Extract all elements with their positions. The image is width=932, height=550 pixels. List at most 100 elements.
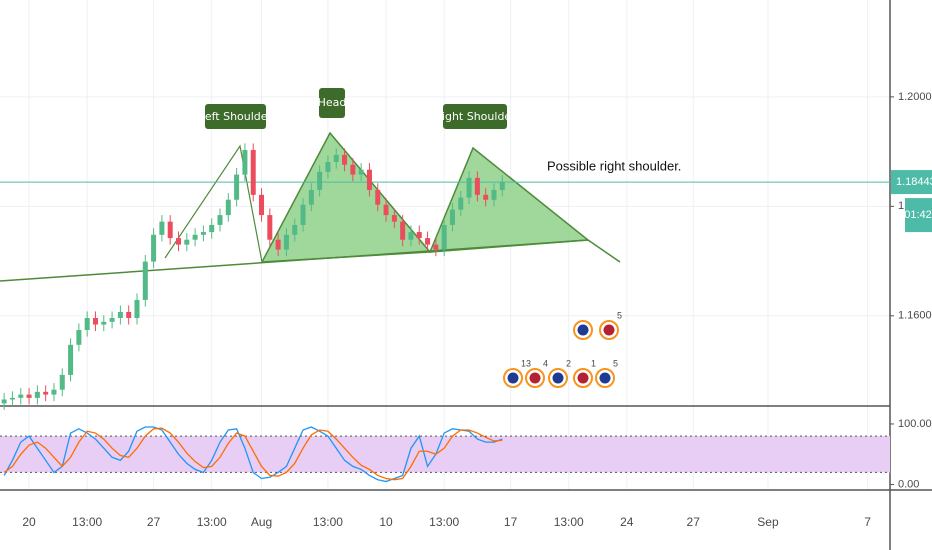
candle-body bbox=[391, 215, 397, 222]
event-count: 5 bbox=[613, 358, 618, 368]
candle-body bbox=[200, 232, 206, 235]
candle-body bbox=[283, 234, 289, 250]
timer-tag bbox=[905, 198, 932, 233]
candle-body bbox=[9, 397, 15, 400]
neckline-extension bbox=[587, 239, 621, 263]
candle-body bbox=[175, 238, 181, 245]
neckline bbox=[0, 239, 589, 282]
candle-body bbox=[325, 162, 331, 172]
pattern-drawing bbox=[0, 88, 621, 282]
candle-body bbox=[491, 189, 497, 200]
event-count: 5 bbox=[617, 310, 622, 320]
timer-label: 01:42 bbox=[904, 209, 932, 221]
candle-body bbox=[34, 391, 40, 398]
stoch-line bbox=[3, 427, 503, 481]
candle-body bbox=[358, 169, 364, 175]
x-tick-label: 27 bbox=[687, 515, 701, 529]
annotation: Left Shoulder bbox=[199, 110, 273, 123]
candle-body bbox=[400, 221, 406, 240]
candle-body bbox=[333, 154, 339, 162]
left-shoulder-lines bbox=[164, 144, 263, 263]
candle-body bbox=[43, 391, 49, 395]
candle-body bbox=[76, 330, 82, 345]
x-tick-label: 10 bbox=[379, 515, 393, 529]
candle-body bbox=[425, 238, 431, 245]
x-tick-label: 7 bbox=[864, 515, 871, 529]
event-flag bbox=[599, 372, 611, 384]
stoch-line bbox=[3, 426, 503, 483]
candle-body bbox=[267, 215, 273, 240]
candle-body bbox=[126, 311, 132, 318]
label-box bbox=[319, 88, 345, 118]
candle-body bbox=[242, 149, 248, 175]
x-tick-label: 13:00 bbox=[554, 515, 584, 529]
event-count: 4 bbox=[543, 358, 548, 368]
label-box bbox=[205, 104, 266, 129]
candle-body bbox=[109, 317, 115, 322]
y-tick-label: 1.20000 bbox=[898, 91, 932, 103]
y-tick-label: 0.00 bbox=[898, 478, 919, 490]
annotation: Head bbox=[318, 96, 347, 109]
x-tick-label: Aug bbox=[251, 515, 272, 529]
candle-body bbox=[416, 232, 422, 239]
candle-body bbox=[26, 394, 32, 398]
candle-body bbox=[308, 189, 314, 205]
candle-body bbox=[134, 299, 140, 318]
candle-body bbox=[209, 224, 215, 233]
candle-body bbox=[441, 224, 447, 250]
candle-body bbox=[51, 389, 57, 395]
candle-body bbox=[259, 194, 265, 216]
candle-body bbox=[192, 234, 198, 240]
event-flag bbox=[529, 372, 541, 384]
candle-body bbox=[408, 232, 414, 240]
label-box bbox=[443, 104, 507, 129]
candle-body bbox=[84, 317, 90, 331]
candle-body bbox=[225, 199, 231, 216]
candle-body bbox=[499, 181, 505, 190]
event-flag bbox=[577, 324, 589, 336]
price-tag bbox=[891, 170, 932, 195]
candle-body bbox=[300, 204, 306, 225]
event-count: 2 bbox=[566, 358, 571, 368]
candle-body bbox=[117, 311, 123, 318]
event-count: 1 bbox=[591, 358, 596, 368]
event-flag bbox=[577, 372, 589, 384]
candle-body bbox=[217, 215, 223, 225]
candle-body bbox=[151, 234, 157, 262]
x-tick-label: 13:00 bbox=[72, 515, 102, 529]
x-tick-label: 13:00 bbox=[429, 515, 459, 529]
x-tick-label: 13:00 bbox=[197, 515, 227, 529]
annotation: Possible right shoulder. bbox=[547, 158, 681, 173]
candle-body bbox=[68, 344, 74, 375]
x-tick-label: 17 bbox=[504, 515, 518, 529]
x-tick-label: 13:00 bbox=[313, 515, 343, 529]
stoch-band bbox=[0, 436, 890, 473]
candle-body bbox=[466, 177, 472, 198]
annotation: Right Shoulder bbox=[434, 110, 516, 123]
y-tick-label: 100.00 bbox=[898, 418, 932, 430]
candle-body bbox=[101, 321, 107, 325]
candle-body bbox=[18, 394, 24, 398]
candle-body bbox=[449, 209, 455, 225]
event-flag bbox=[603, 324, 615, 336]
candle-body bbox=[474, 177, 480, 195]
candle-body bbox=[292, 224, 298, 235]
candle-body bbox=[458, 197, 464, 210]
candle-body bbox=[142, 261, 148, 300]
price-tag-label: 1.18443 bbox=[896, 176, 932, 188]
candle-body bbox=[375, 189, 381, 205]
x-tick-label: 20 bbox=[22, 515, 36, 529]
candle-body bbox=[159, 221, 165, 235]
y-tick-label: 1.16000 bbox=[898, 310, 932, 322]
candle-body bbox=[383, 204, 389, 216]
candle-body bbox=[1, 399, 7, 404]
candle-body bbox=[167, 221, 173, 239]
candle-body bbox=[366, 169, 372, 190]
x-tick-label: 27 bbox=[147, 515, 161, 529]
event-flag bbox=[552, 372, 564, 384]
x-tick-label: 24 bbox=[620, 515, 634, 529]
candle-body bbox=[92, 317, 98, 325]
candle-body bbox=[483, 194, 489, 200]
